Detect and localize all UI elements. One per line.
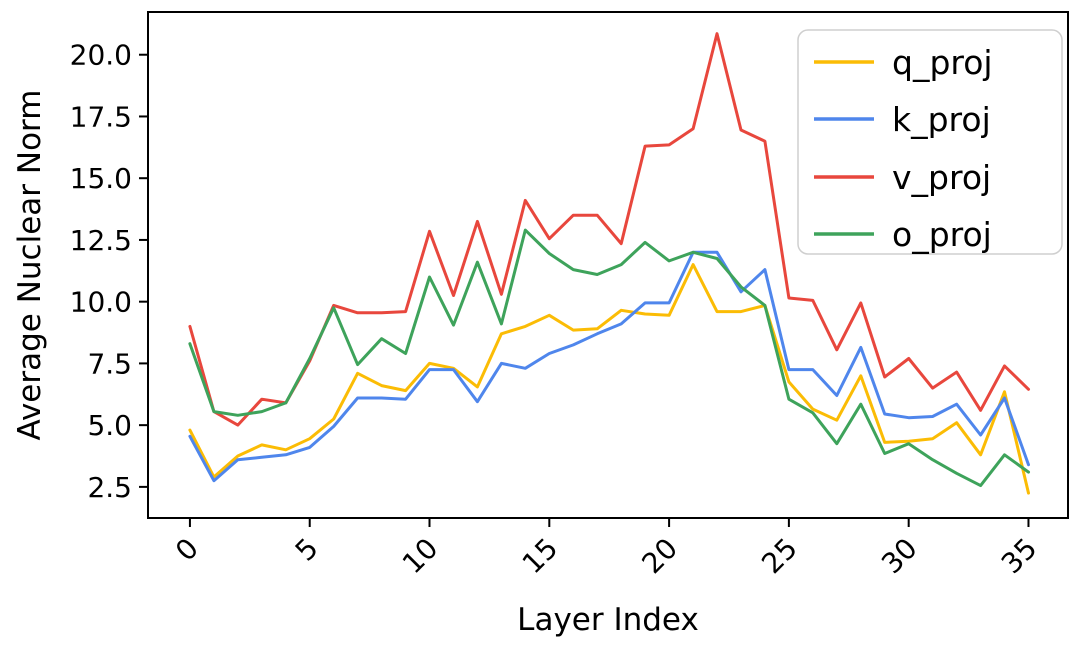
y-tick-label: 2.5 <box>87 471 132 504</box>
y-tick-label: 7.5 <box>87 347 132 380</box>
legend: q_proj k_proj v_proj o_proj <box>797 29 1063 255</box>
y-tick-label: 17.5 <box>70 100 132 133</box>
y-tick-label: 20.0 <box>70 39 132 72</box>
x-tick-label: 5 <box>289 532 325 568</box>
x-tick-label: 30 <box>875 532 924 581</box>
series-lines <box>188 32 1030 495</box>
legend-box <box>797 29 1063 255</box>
x-tick-label: 20 <box>636 532 685 581</box>
x-tick-label: 10 <box>396 532 445 581</box>
plot-border <box>147 11 1069 519</box>
y-tick-label: 15.0 <box>70 162 132 195</box>
x-axis-ticks: 0 5 10 15 20 25 30 35 <box>169 518 1043 580</box>
y-tick-label: 5.0 <box>87 409 132 442</box>
x-axis-label: Layer Index <box>517 602 699 638</box>
y-tick-label: 10.0 <box>70 286 132 319</box>
legend-label-q-proj: q_proj <box>892 43 993 82</box>
legend-label-k-proj: k_proj <box>892 100 991 139</box>
series-k_proj-line <box>188 250 1030 483</box>
x-tick-label: 0 <box>169 532 205 568</box>
series-q_proj-line <box>188 263 1030 495</box>
x-tick-label: 25 <box>755 532 804 581</box>
y-axis-label: Average Nuclear Norm <box>12 90 48 441</box>
legend-label-o-proj: o_proj <box>892 215 992 254</box>
x-tick-label: 15 <box>516 532 565 581</box>
legend-label-v-proj: v_proj <box>892 158 991 197</box>
series-o_proj-line <box>188 228 1030 488</box>
y-axis-ticks: 2.5 5.0 7.5 10.0 12.5 15.0 17.5 20.0 <box>70 39 148 504</box>
x-tick-label: 35 <box>995 532 1044 581</box>
y-tick-label: 12.5 <box>70 224 132 257</box>
